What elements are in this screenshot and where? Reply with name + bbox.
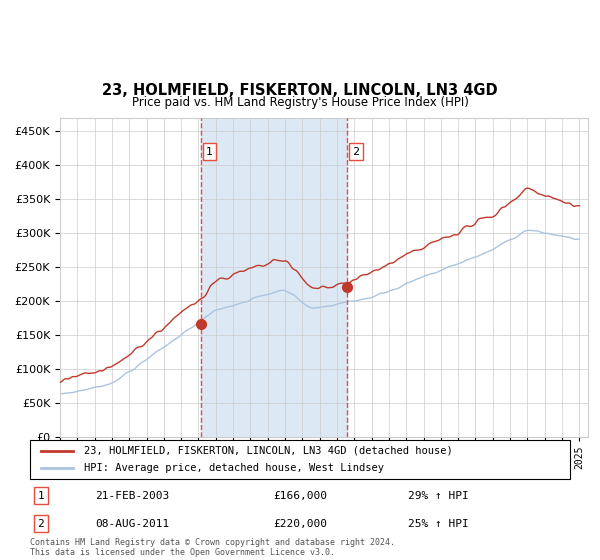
Text: 2: 2 — [37, 519, 44, 529]
Text: £166,000: £166,000 — [273, 491, 327, 501]
Text: 23, HOLMFIELD, FISKERTON, LINCOLN, LN3 4GD: 23, HOLMFIELD, FISKERTON, LINCOLN, LN3 4… — [102, 83, 498, 98]
Text: 08-AUG-2011: 08-AUG-2011 — [95, 519, 169, 529]
Text: 25% ↑ HPI: 25% ↑ HPI — [408, 519, 469, 529]
Text: 1: 1 — [37, 491, 44, 501]
Text: 2: 2 — [352, 147, 359, 157]
FancyBboxPatch shape — [30, 440, 570, 479]
Text: Price paid vs. HM Land Registry's House Price Index (HPI): Price paid vs. HM Land Registry's House … — [131, 96, 469, 109]
Text: 29% ↑ HPI: 29% ↑ HPI — [408, 491, 469, 501]
Text: 1: 1 — [206, 147, 213, 157]
Text: Contains HM Land Registry data © Crown copyright and database right 2024.
This d: Contains HM Land Registry data © Crown c… — [30, 538, 395, 557]
Text: 21-FEB-2003: 21-FEB-2003 — [95, 491, 169, 501]
Bar — [201, 118, 347, 437]
Text: 23, HOLMFIELD, FISKERTON, LINCOLN, LN3 4GD (detached house): 23, HOLMFIELD, FISKERTON, LINCOLN, LN3 4… — [84, 446, 453, 456]
Text: HPI: Average price, detached house, West Lindsey: HPI: Average price, detached house, West… — [84, 463, 384, 473]
Text: £220,000: £220,000 — [273, 519, 327, 529]
